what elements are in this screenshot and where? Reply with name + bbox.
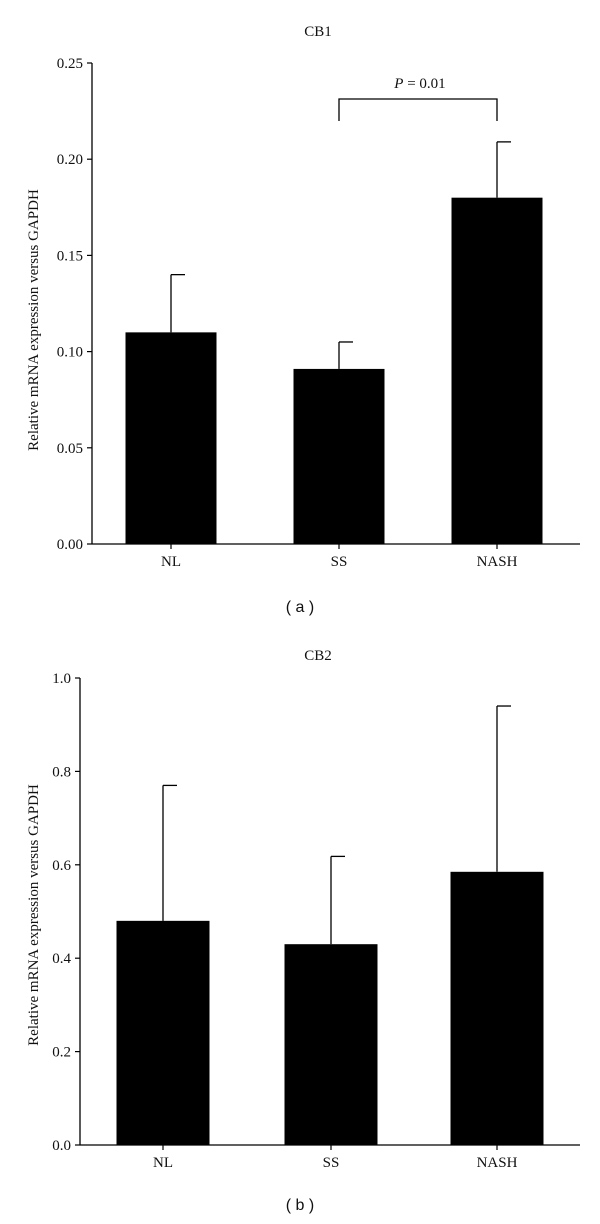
bar-ss <box>293 368 385 544</box>
x-tick-label-nl: NL <box>153 1155 173 1171</box>
y-tick-label: 0.4 <box>52 951 71 967</box>
y-tick-label: 0.6 <box>52 858 71 874</box>
y-axis-label: Relative mRNA expression versus GAPDH <box>26 189 42 451</box>
y-tick-label: 0.25 <box>57 56 83 72</box>
y-tick-label: 0.15 <box>57 248 83 264</box>
bar-nash <box>451 197 543 544</box>
bar-nash <box>450 871 544 1145</box>
y-tick-labels: 0.0 0.2 0.4 0.6 0.8 1.0 <box>52 671 71 1154</box>
x-tick-label-ss: SS <box>323 1155 340 1171</box>
chart-title: CB2 <box>304 648 332 664</box>
bars <box>116 705 544 1145</box>
chart-panel-cb1: CB1 Relative mRNA expression versus GAPD… <box>26 24 580 616</box>
y-tick-label: 0.2 <box>52 1045 71 1061</box>
bar-ss <box>284 944 378 1145</box>
y-tick-label: 0.0 <box>52 1138 71 1154</box>
y-tick-label: 0.20 <box>57 152 83 168</box>
x-tick-label-nash: NASH <box>477 554 518 570</box>
bar-nl <box>116 920 210 1145</box>
y-tick-label: 1.0 <box>52 671 71 687</box>
chart-title: CB1 <box>304 24 332 40</box>
y-tick-label: 0.10 <box>57 345 83 361</box>
x-tick-labels: NL SS NASH <box>161 554 518 570</box>
panel-label: ( a ) <box>286 599 314 616</box>
x-tick-label-nl: NL <box>161 554 181 570</box>
y-axis-label: Relative mRNA expression versus GAPDH <box>26 784 42 1046</box>
bar-nl <box>125 332 217 544</box>
panel-label: ( b ) <box>286 1197 314 1214</box>
x-tick-labels: NL SS NASH <box>153 1155 518 1171</box>
x-tick-label-ss: SS <box>331 554 348 570</box>
chart-panel-cb2: CB2 Relative mRNA expression versus GAPD… <box>26 648 580 1214</box>
y-tick-label: 0.00 <box>57 537 83 553</box>
significance-annotation: P = 0.01 <box>338 76 498 121</box>
y-tick-label: 0.05 <box>57 441 83 457</box>
y-tick-labels: 0.00 0.05 0.10 0.15 0.20 0.25 <box>57 56 83 553</box>
p-value-label: P = 0.01 <box>393 76 445 92</box>
x-tick-label-nash: NASH <box>477 1155 518 1171</box>
bars <box>125 141 543 544</box>
significance-bracket <box>338 98 498 121</box>
y-tick-label: 0.8 <box>52 764 71 780</box>
